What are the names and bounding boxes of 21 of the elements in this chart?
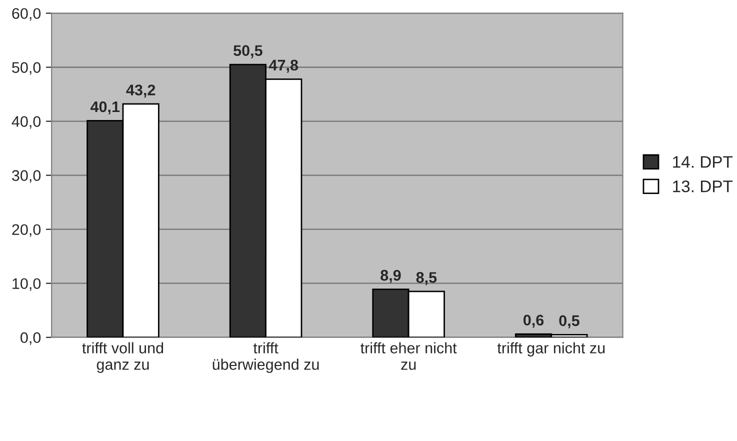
- data-label: 8,9: [380, 270, 401, 283]
- data-label: 8,5: [416, 272, 437, 286]
- data-label: 43,2: [126, 84, 156, 98]
- y-tick-label: 40,0: [12, 116, 41, 129]
- y-tick-label: 20,0: [12, 224, 41, 237]
- x-tick-label: trifft eher nicht zu: [360, 342, 457, 370]
- data-label: 47,8: [268, 60, 298, 73]
- legend-label: 13. DPT: [673, 180, 733, 192]
- data-label: 0,5: [559, 315, 580, 328]
- x-tick-label: trifft überwiegend zu: [212, 342, 319, 373]
- data-label: 50,5: [234, 45, 262, 58]
- y-tick-label: 50,0: [12, 62, 41, 75]
- x-tick-label: trifft voll und ganz zu: [82, 342, 164, 373]
- y-tick-label: 30,0: [12, 170, 41, 183]
- x-tick-label: trifft gar nicht zu: [497, 342, 605, 356]
- y-tick-label: 10,0: [12, 278, 41, 291]
- legend-label: 14. DPT: [673, 156, 733, 168]
- y-tick-label: 0,0: [20, 332, 41, 345]
- data-label: 0,6: [524, 314, 544, 328]
- data-label: 40,1: [90, 101, 120, 114]
- y-tick-label: 60,0: [12, 8, 41, 21]
